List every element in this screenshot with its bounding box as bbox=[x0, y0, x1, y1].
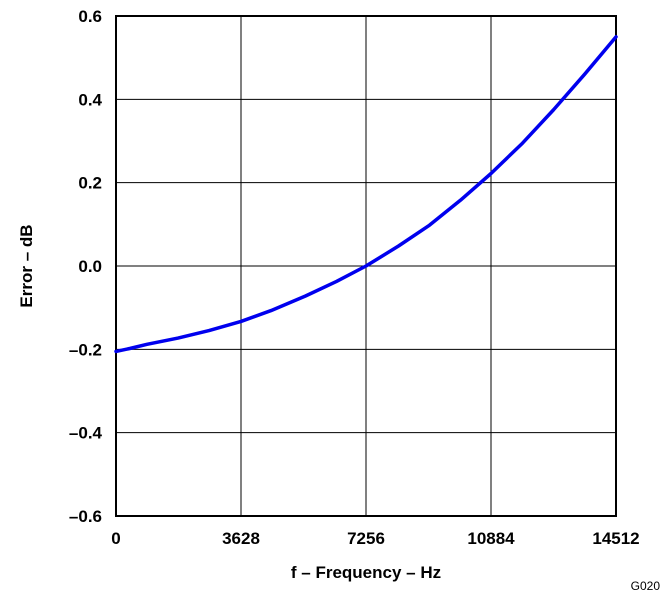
x-tick-label: 0 bbox=[111, 529, 120, 548]
y-tick-label: 0.2 bbox=[78, 174, 102, 193]
y-tick-label: –0.4 bbox=[69, 424, 103, 443]
x-axis-title: f – Frequency – Hz bbox=[291, 563, 441, 582]
plot-frame bbox=[115, 15, 617, 517]
x-tick-label: 10884 bbox=[467, 529, 515, 548]
y-axis-title: Error – dB bbox=[17, 224, 36, 307]
y-tick-label: 0.0 bbox=[78, 257, 102, 276]
y-tick-label: 0.4 bbox=[78, 90, 102, 109]
y-tick-label: –0.2 bbox=[69, 340, 102, 359]
figure-id-label: G020 bbox=[631, 579, 661, 593]
x-tick-label: 3628 bbox=[222, 529, 260, 548]
y-axis-tick-labels: 0.6 0.4 0.2 0.0 –0.2 –0.4 –0.6 bbox=[69, 7, 103, 526]
x-axis-tick-labels: 0 3628 7256 10884 14512 bbox=[111, 529, 639, 548]
y-tick-label: –0.6 bbox=[69, 507, 102, 526]
x-tick-label: 14512 bbox=[592, 529, 639, 548]
y-tick-label: 0.6 bbox=[78, 7, 102, 26]
series-line-0 bbox=[114, 35, 618, 354]
series-layer bbox=[114, 35, 618, 354]
x-tick-label: 7256 bbox=[347, 529, 385, 548]
